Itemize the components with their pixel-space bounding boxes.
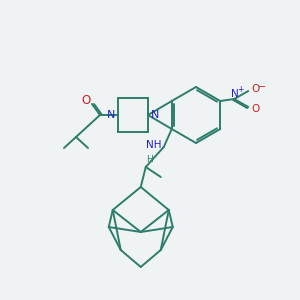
Text: O: O	[251, 84, 260, 94]
Text: NH: NH	[146, 140, 161, 150]
Text: O: O	[251, 104, 260, 114]
Text: O: O	[81, 94, 91, 107]
Text: +: +	[237, 85, 243, 94]
Text: N: N	[231, 89, 239, 99]
Text: N: N	[151, 110, 159, 120]
Text: H: H	[146, 154, 153, 164]
Text: N: N	[107, 110, 115, 120]
Text: −: −	[258, 82, 266, 92]
